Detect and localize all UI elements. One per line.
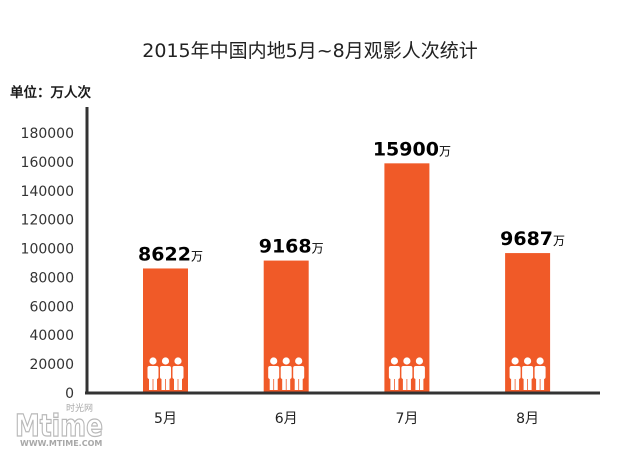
person-icon-body	[522, 366, 534, 379]
person-icon-head	[536, 357, 544, 365]
person-icon-leg	[415, 377, 419, 390]
person-icon	[401, 357, 413, 390]
y-tick-label: 40000	[29, 328, 74, 344]
bars	[143, 163, 551, 393]
data-label: 9168万	[259, 236, 324, 258]
x-tick-label: 7月	[395, 411, 418, 427]
person-icon-leg	[402, 377, 407, 390]
person-icon	[509, 357, 521, 390]
person-icon	[268, 357, 280, 390]
person-icon-leg	[528, 377, 532, 390]
person-icon-leg	[294, 377, 299, 390]
person-icon-leg	[536, 377, 540, 390]
person-icon-leg	[269, 377, 274, 390]
watermark-brand: 时光网	[66, 402, 93, 414]
person-icon-body	[388, 366, 400, 379]
person-icon-leg	[390, 377, 394, 390]
person-icon-leg	[178, 377, 182, 390]
person-icon-head	[270, 357, 278, 365]
person-icon-leg	[165, 377, 170, 390]
data-label: 8622万	[138, 243, 203, 265]
person-icon-leg	[161, 377, 166, 390]
data-label-unit: 万	[553, 234, 565, 248]
x-tick-label: 6月	[275, 411, 298, 427]
person-icon-head	[524, 357, 532, 365]
person-icon-body	[413, 366, 425, 379]
person-icon	[522, 357, 534, 390]
person-icon	[534, 357, 546, 390]
person-icon-leg	[540, 377, 545, 390]
data-label-unit: 万	[312, 242, 324, 256]
person-icon	[172, 357, 184, 390]
person-icon-leg	[286, 377, 291, 390]
watermark: Mtime 时光网 WWW.MTIME.COM	[14, 402, 103, 448]
person-icon-leg	[407, 377, 411, 390]
person-icon-body	[293, 366, 305, 379]
y-tick-label: 20000	[29, 357, 74, 373]
person-icon-body	[172, 366, 184, 379]
y-tick-label: 0	[65, 386, 74, 402]
person-icon	[293, 357, 305, 390]
data-label-value: 9687	[500, 228, 553, 250]
y-tick-label: 60000	[29, 299, 74, 315]
person-icon	[147, 357, 159, 390]
y-axis-ticks: 0 20000 40000 60000 80000 100000 120000 140000 1…	[21, 126, 74, 402]
person-icon-body	[280, 366, 292, 379]
y-tick-label: 80000	[29, 270, 74, 286]
person-icon-leg	[274, 377, 278, 390]
person-icon-body	[401, 366, 413, 379]
person-icon-leg	[174, 377, 178, 390]
person-icon-leg	[419, 377, 424, 390]
person-icon-head	[295, 357, 303, 365]
person-icon-head	[415, 357, 423, 365]
person-icon-head	[403, 357, 411, 365]
watermark-logo: Mtime	[15, 409, 103, 444]
person-icon	[160, 357, 171, 390]
person-icon-body	[147, 366, 159, 379]
person-icon-body	[160, 366, 171, 379]
person-icon	[280, 357, 292, 390]
data-label-unit: 万	[439, 144, 451, 158]
person-icon-body	[268, 366, 280, 379]
person-icon-head	[511, 357, 519, 365]
data-label: 9687万	[500, 228, 565, 250]
bar	[384, 163, 430, 393]
person-icon-head	[282, 357, 290, 365]
watermark-url: WWW.MTIME.COM	[20, 439, 102, 448]
person-icon-leg	[511, 377, 515, 390]
person-icon-leg	[515, 377, 520, 390]
chart-title: 2015年中国内地5月~8月观影人次统计	[142, 40, 477, 62]
data-label-unit: 万	[191, 249, 203, 263]
person-icon	[413, 357, 425, 390]
person-icon-leg	[394, 377, 399, 390]
y-tick-label: 120000	[21, 213, 74, 229]
person-icon-leg	[153, 377, 157, 390]
data-label-value: 15900	[373, 138, 439, 160]
x-axis-ticks: 5月 6月 7月 8月	[154, 411, 539, 427]
person-icon-leg	[299, 377, 303, 390]
data-label-value: 9168	[259, 236, 312, 258]
y-tick-label: 160000	[21, 155, 74, 171]
person-icon-head	[390, 357, 398, 365]
person-icon-leg	[523, 377, 528, 390]
person-icon	[388, 357, 400, 390]
person-icon-head	[149, 357, 157, 365]
person-icon-leg	[149, 377, 153, 390]
y-tick-label: 180000	[21, 126, 74, 142]
person-icon-head	[161, 357, 170, 365]
person-icon-head	[174, 357, 182, 365]
data-label-value: 8622	[138, 243, 191, 265]
data-label: 15900万	[373, 138, 451, 160]
person-icon-leg	[282, 377, 286, 390]
y-axis-unit-label: 单位：万人次	[10, 84, 91, 101]
x-tick-label: 5月	[154, 411, 177, 427]
y-tick-label: 140000	[21, 184, 74, 200]
x-tick-label: 8月	[516, 411, 539, 427]
bar-person-icons	[147, 357, 546, 390]
y-tick-label: 100000	[21, 242, 74, 258]
person-icon-body	[534, 366, 546, 379]
person-icon-body	[509, 366, 521, 379]
